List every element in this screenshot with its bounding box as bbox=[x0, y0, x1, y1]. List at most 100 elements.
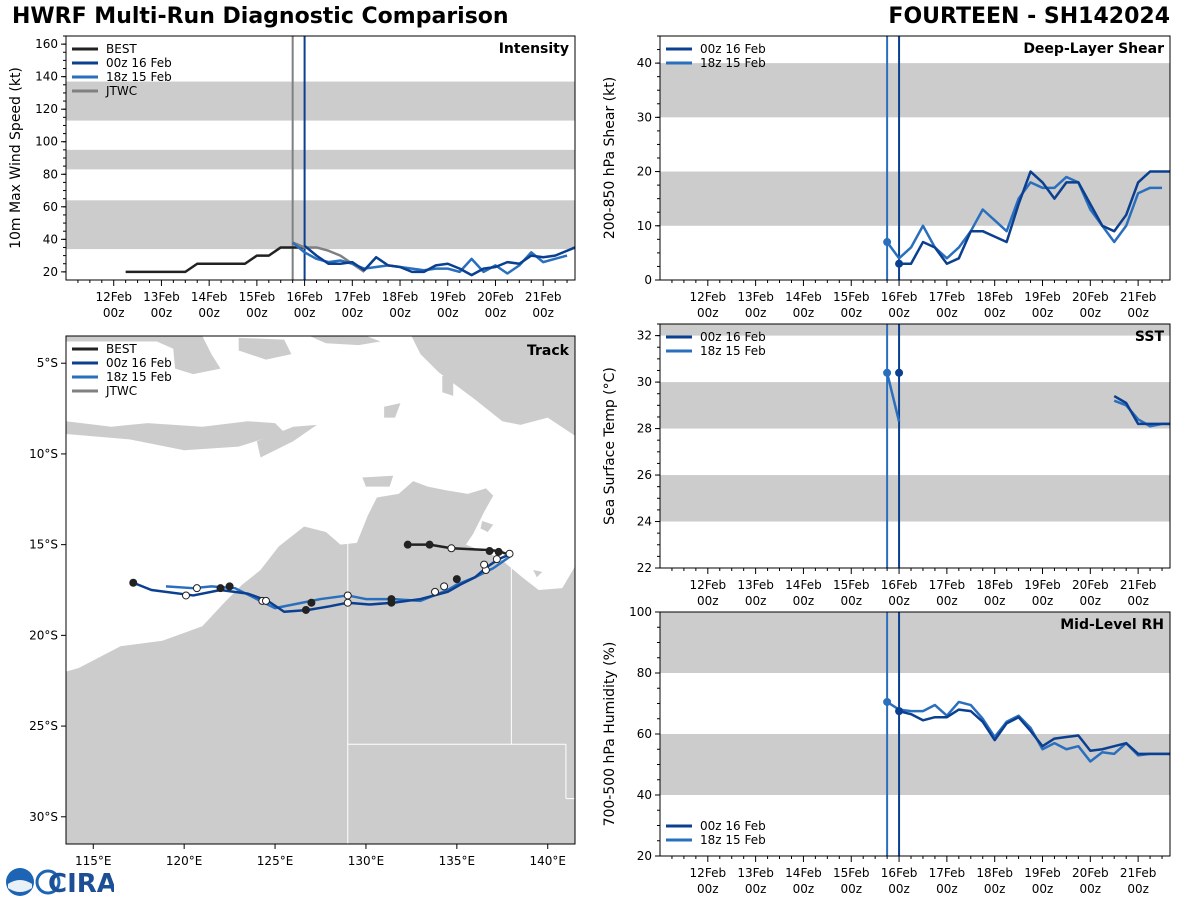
intensity-plot-area bbox=[66, 36, 575, 280]
sst-series-line bbox=[1113, 394, 1170, 426]
track-title: Track bbox=[527, 343, 570, 359]
island-landmass bbox=[362, 475, 394, 487]
rh-xtick-day: 14Feb bbox=[785, 866, 822, 880]
intensity-xtick-hour: 00z bbox=[246, 306, 268, 320]
track-marker bbox=[387, 598, 396, 607]
rh-xtick-hour: 00z bbox=[840, 882, 862, 896]
shear-ytick-label: 40 bbox=[637, 56, 652, 70]
track-ytick-label: 30°S bbox=[29, 810, 58, 824]
sst-xtick-hour: 00z bbox=[840, 594, 862, 608]
intensity-band bbox=[66, 81, 575, 121]
intensity-xtick-hour: 00z bbox=[198, 306, 220, 320]
shear-xtick-day: 18Feb bbox=[976, 290, 1013, 304]
intensity-xtick-hour: 00z bbox=[389, 306, 411, 320]
intensity-ytick-label: 140 bbox=[35, 70, 58, 84]
rh-xtick-hour: 00z bbox=[1032, 882, 1054, 896]
track-marker bbox=[343, 591, 352, 600]
track-marker bbox=[301, 605, 310, 614]
sst-xtick-day: 21Feb bbox=[1120, 578, 1157, 592]
track-marker bbox=[452, 575, 461, 584]
intensity-xtick-hour: 00z bbox=[103, 306, 125, 320]
shear-xtick-hour: 00z bbox=[1127, 306, 1149, 320]
sst-xtick-hour: 00z bbox=[793, 594, 815, 608]
track-xtick-label: 140°E bbox=[529, 854, 566, 868]
track-axes-frame bbox=[65, 335, 576, 845]
rh-xtick-hour: 00z bbox=[984, 882, 1006, 896]
shear-series-line bbox=[899, 170, 1170, 265]
track-marker bbox=[505, 549, 514, 558]
sst-series-start-marker bbox=[883, 368, 892, 377]
rh-series-start-marker bbox=[895, 707, 904, 716]
rh-ylabel: 700-500 hPa Humidity (%) bbox=[602, 642, 618, 827]
sst-panel: 22 24 26 28 30 32 12Feb 00z 13Feb 00z 14Feb 00z 15Fe… bbox=[602, 323, 1171, 608]
rh-band bbox=[660, 612, 1170, 673]
intensity-series-line bbox=[125, 246, 305, 274]
track-legend-label: 00z 16 Feb bbox=[106, 356, 172, 370]
island-landmass bbox=[66, 336, 221, 375]
sst-xtick-hour: 00z bbox=[888, 594, 910, 608]
intensity-ylabel: 10m Max Wind Speed (kt) bbox=[8, 67, 24, 249]
sst-series-line bbox=[885, 372, 901, 422]
sst-plot-area bbox=[660, 324, 1170, 568]
shear-xtick-hour: 00z bbox=[840, 306, 862, 320]
sst-axes-frame bbox=[659, 323, 1171, 569]
intensity-title: Intensity bbox=[499, 41, 569, 57]
track-marker bbox=[492, 555, 501, 564]
rh-xtick-day: 12Feb bbox=[690, 866, 727, 880]
shear-panel: 0 10 20 30 40 12Feb 00z 13Feb 00z 14Feb 00z 15Feb 00… bbox=[602, 35, 1171, 320]
intensity-xtick-day: 16Feb bbox=[286, 290, 323, 304]
intensity-xtick-hour: 00z bbox=[532, 306, 554, 320]
rh-xtick-day: 13Feb bbox=[737, 866, 774, 880]
track-ytick-label: 20°S bbox=[29, 628, 58, 642]
figure-title: HWRF Multi-Run Diagnostic Comparison bbox=[12, 4, 509, 29]
track-marker bbox=[261, 596, 270, 605]
track-marker bbox=[447, 544, 456, 553]
rh-xtick-hour: 00z bbox=[888, 882, 910, 896]
track-legend-label: 18z 15 Feb bbox=[106, 370, 172, 384]
sst-xtick-day: 19Feb bbox=[1024, 578, 1061, 592]
storm-id-title: FOURTEEN - SH142024 bbox=[888, 4, 1170, 29]
track-xtick-label: 120°E bbox=[166, 854, 203, 868]
shear-legend-label: 18z 15 Feb bbox=[700, 56, 766, 70]
intensity-ytick-label: 60 bbox=[43, 200, 58, 214]
track-marker bbox=[129, 578, 138, 587]
intensity-xtick-day: 14Feb bbox=[191, 290, 228, 304]
intensity-band bbox=[66, 149, 575, 170]
track-xtick-label: 125°E bbox=[257, 854, 294, 868]
rh-xtick-hour: 00z bbox=[1127, 882, 1149, 896]
rh-xtick-hour: 00z bbox=[697, 882, 719, 896]
sst-xtick-hour: 00z bbox=[697, 594, 719, 608]
track-marker bbox=[181, 591, 190, 600]
rh-xtick-hour: 00z bbox=[793, 882, 815, 896]
island-landmass bbox=[533, 570, 543, 578]
sst-xtick-day: 14Feb bbox=[785, 578, 822, 592]
intensity-ytick-label: 100 bbox=[35, 135, 58, 149]
rh-ytick-label: 40 bbox=[637, 788, 652, 802]
track-marker bbox=[440, 582, 449, 591]
shear-xtick-hour: 00z bbox=[1032, 306, 1054, 320]
intensity-ytick-label: 80 bbox=[43, 167, 58, 181]
intensity-legend-label: JTWC bbox=[105, 84, 137, 98]
intensity-xtick-day: 20Feb bbox=[477, 290, 514, 304]
shear-xtick-hour: 00z bbox=[697, 306, 719, 320]
island-landmass bbox=[442, 375, 454, 396]
island-landmass bbox=[238, 337, 292, 360]
sst-ytick-label: 28 bbox=[637, 422, 652, 436]
intensity-band bbox=[66, 200, 575, 250]
intensity-xtick-day: 18Feb bbox=[382, 290, 419, 304]
shear-xtick-hour: 00z bbox=[745, 306, 767, 320]
shear-title: Deep-Layer Shear bbox=[1023, 41, 1164, 57]
rh-ytick-label: 100 bbox=[629, 605, 652, 619]
sst-band bbox=[660, 475, 1170, 522]
track-ytick-label: 25°S bbox=[29, 719, 58, 733]
shear-xtick-hour: 00z bbox=[936, 306, 958, 320]
shear-xtick-day: 14Feb bbox=[785, 290, 822, 304]
shear-xtick-hour: 00z bbox=[793, 306, 815, 320]
track-marker bbox=[431, 587, 440, 596]
sst-ytick-label: 32 bbox=[637, 329, 652, 343]
shear-plot-area bbox=[660, 36, 1170, 280]
track-plot-area bbox=[66, 336, 575, 844]
intensity-panel: 20 40 60 80 100 120 140 160 12Feb 00z 13Feb 00z 14Fe… bbox=[8, 35, 576, 320]
track-marker bbox=[343, 598, 352, 607]
track-panel: 115°E 120°E 125°E 130°E 135°E 140°E 5°S 10°S 15°… bbox=[29, 335, 576, 868]
